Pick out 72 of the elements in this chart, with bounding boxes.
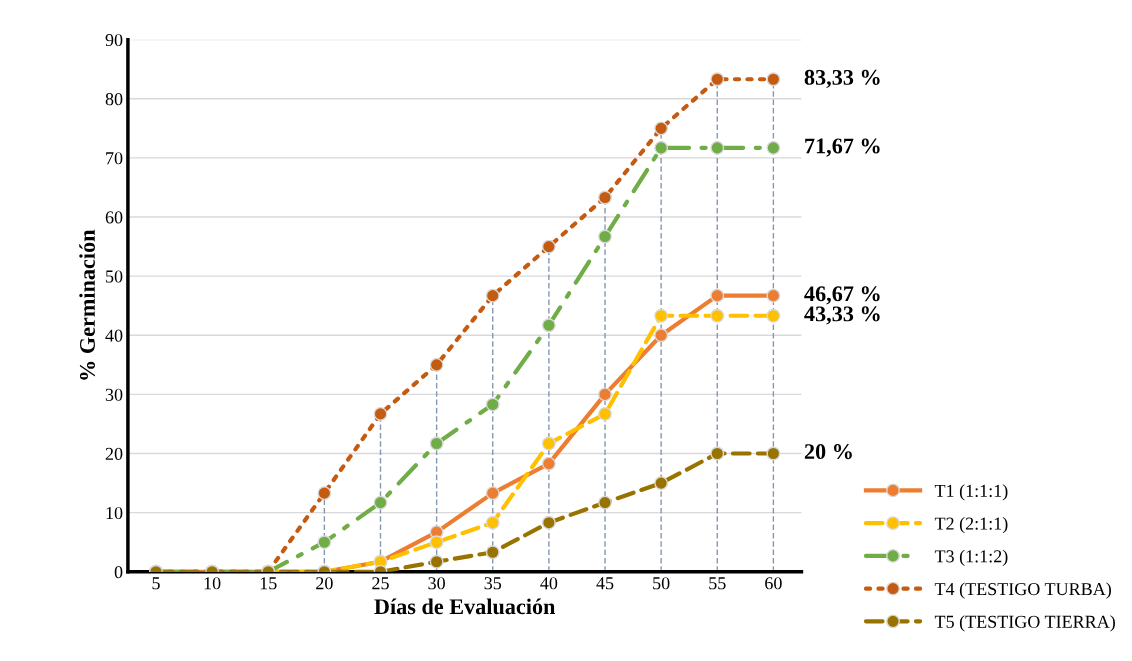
point (429, 554, 444, 569)
point (766, 288, 781, 303)
point (485, 545, 500, 560)
point (710, 446, 725, 461)
point (654, 476, 669, 491)
legend-label: T2 (2:1:1) (934, 516, 1008, 534)
x-tick-label: 60 (765, 577, 782, 590)
point (710, 72, 725, 87)
x-axis-title: Días de Evaluación (374, 598, 556, 615)
point (710, 308, 725, 323)
x-tick-label: 55 (709, 577, 726, 590)
point (429, 436, 444, 451)
annotation: 71,67 % (805, 138, 880, 157)
point (598, 387, 612, 402)
x-tick-label: 25 (372, 577, 389, 590)
point (541, 436, 556, 451)
y-tick-label: 60 (105, 211, 123, 224)
point (485, 486, 500, 501)
y-tick-label: 40 (105, 329, 123, 342)
x-tick-label: 30 (428, 577, 445, 590)
point (485, 515, 500, 530)
point (654, 308, 669, 323)
point (766, 308, 781, 323)
point (654, 121, 669, 136)
point (373, 406, 388, 421)
point (541, 456, 556, 471)
point (766, 140, 781, 155)
point (710, 140, 725, 155)
point (766, 72, 781, 87)
y-tick-label: 30 (105, 388, 123, 401)
point (654, 140, 669, 155)
legend-label: T3 (1:1:2) (934, 549, 1008, 567)
x-tick-label: 40 (540, 577, 558, 590)
y-tick-label: 0 (114, 566, 123, 579)
point (541, 239, 556, 254)
point (598, 406, 612, 421)
point (598, 495, 612, 510)
point (541, 515, 556, 530)
point (598, 229, 612, 244)
point (429, 357, 444, 372)
x-tick-label: 50 (653, 577, 670, 590)
point (710, 288, 725, 303)
point (541, 318, 556, 333)
point (373, 495, 388, 510)
x-tick-label: 20 (316, 577, 333, 590)
point (429, 535, 444, 550)
y-axis-title: % Germinación (79, 229, 95, 380)
annotation: 83,33 % (804, 69, 880, 89)
y-tick-label: 70 (106, 152, 123, 165)
point (485, 288, 500, 303)
annotation: 20 % (804, 444, 852, 460)
point (598, 190, 612, 205)
y-tick-label: 90 (105, 33, 123, 47)
point (317, 535, 332, 550)
y-tick-label: 20 (105, 447, 123, 460)
x-tick-label: 45 (596, 577, 614, 590)
legend-label: T5 (TESTIGO TIERRA) (934, 615, 1115, 632)
x-tick-label: 15 (260, 577, 277, 590)
x-tick-label: 10 (204, 577, 221, 590)
y-tick-label: 80 (105, 93, 123, 106)
legend-label: T1 (1:1:1) (934, 484, 1008, 501)
legend-label: T4 (TESTIGO TURBA) (934, 582, 1111, 599)
annotation: 43,33 % (804, 306, 880, 325)
x-tick-label: 5 (152, 577, 160, 590)
annotation: 46,67 % (804, 286, 880, 305)
point (766, 446, 781, 461)
y-tick-label: 10 (106, 506, 123, 520)
y-tick-label: 50 (106, 270, 123, 283)
point (317, 486, 332, 501)
point (485, 397, 500, 412)
point (654, 328, 669, 343)
x-tick-label: 35 (484, 577, 502, 590)
